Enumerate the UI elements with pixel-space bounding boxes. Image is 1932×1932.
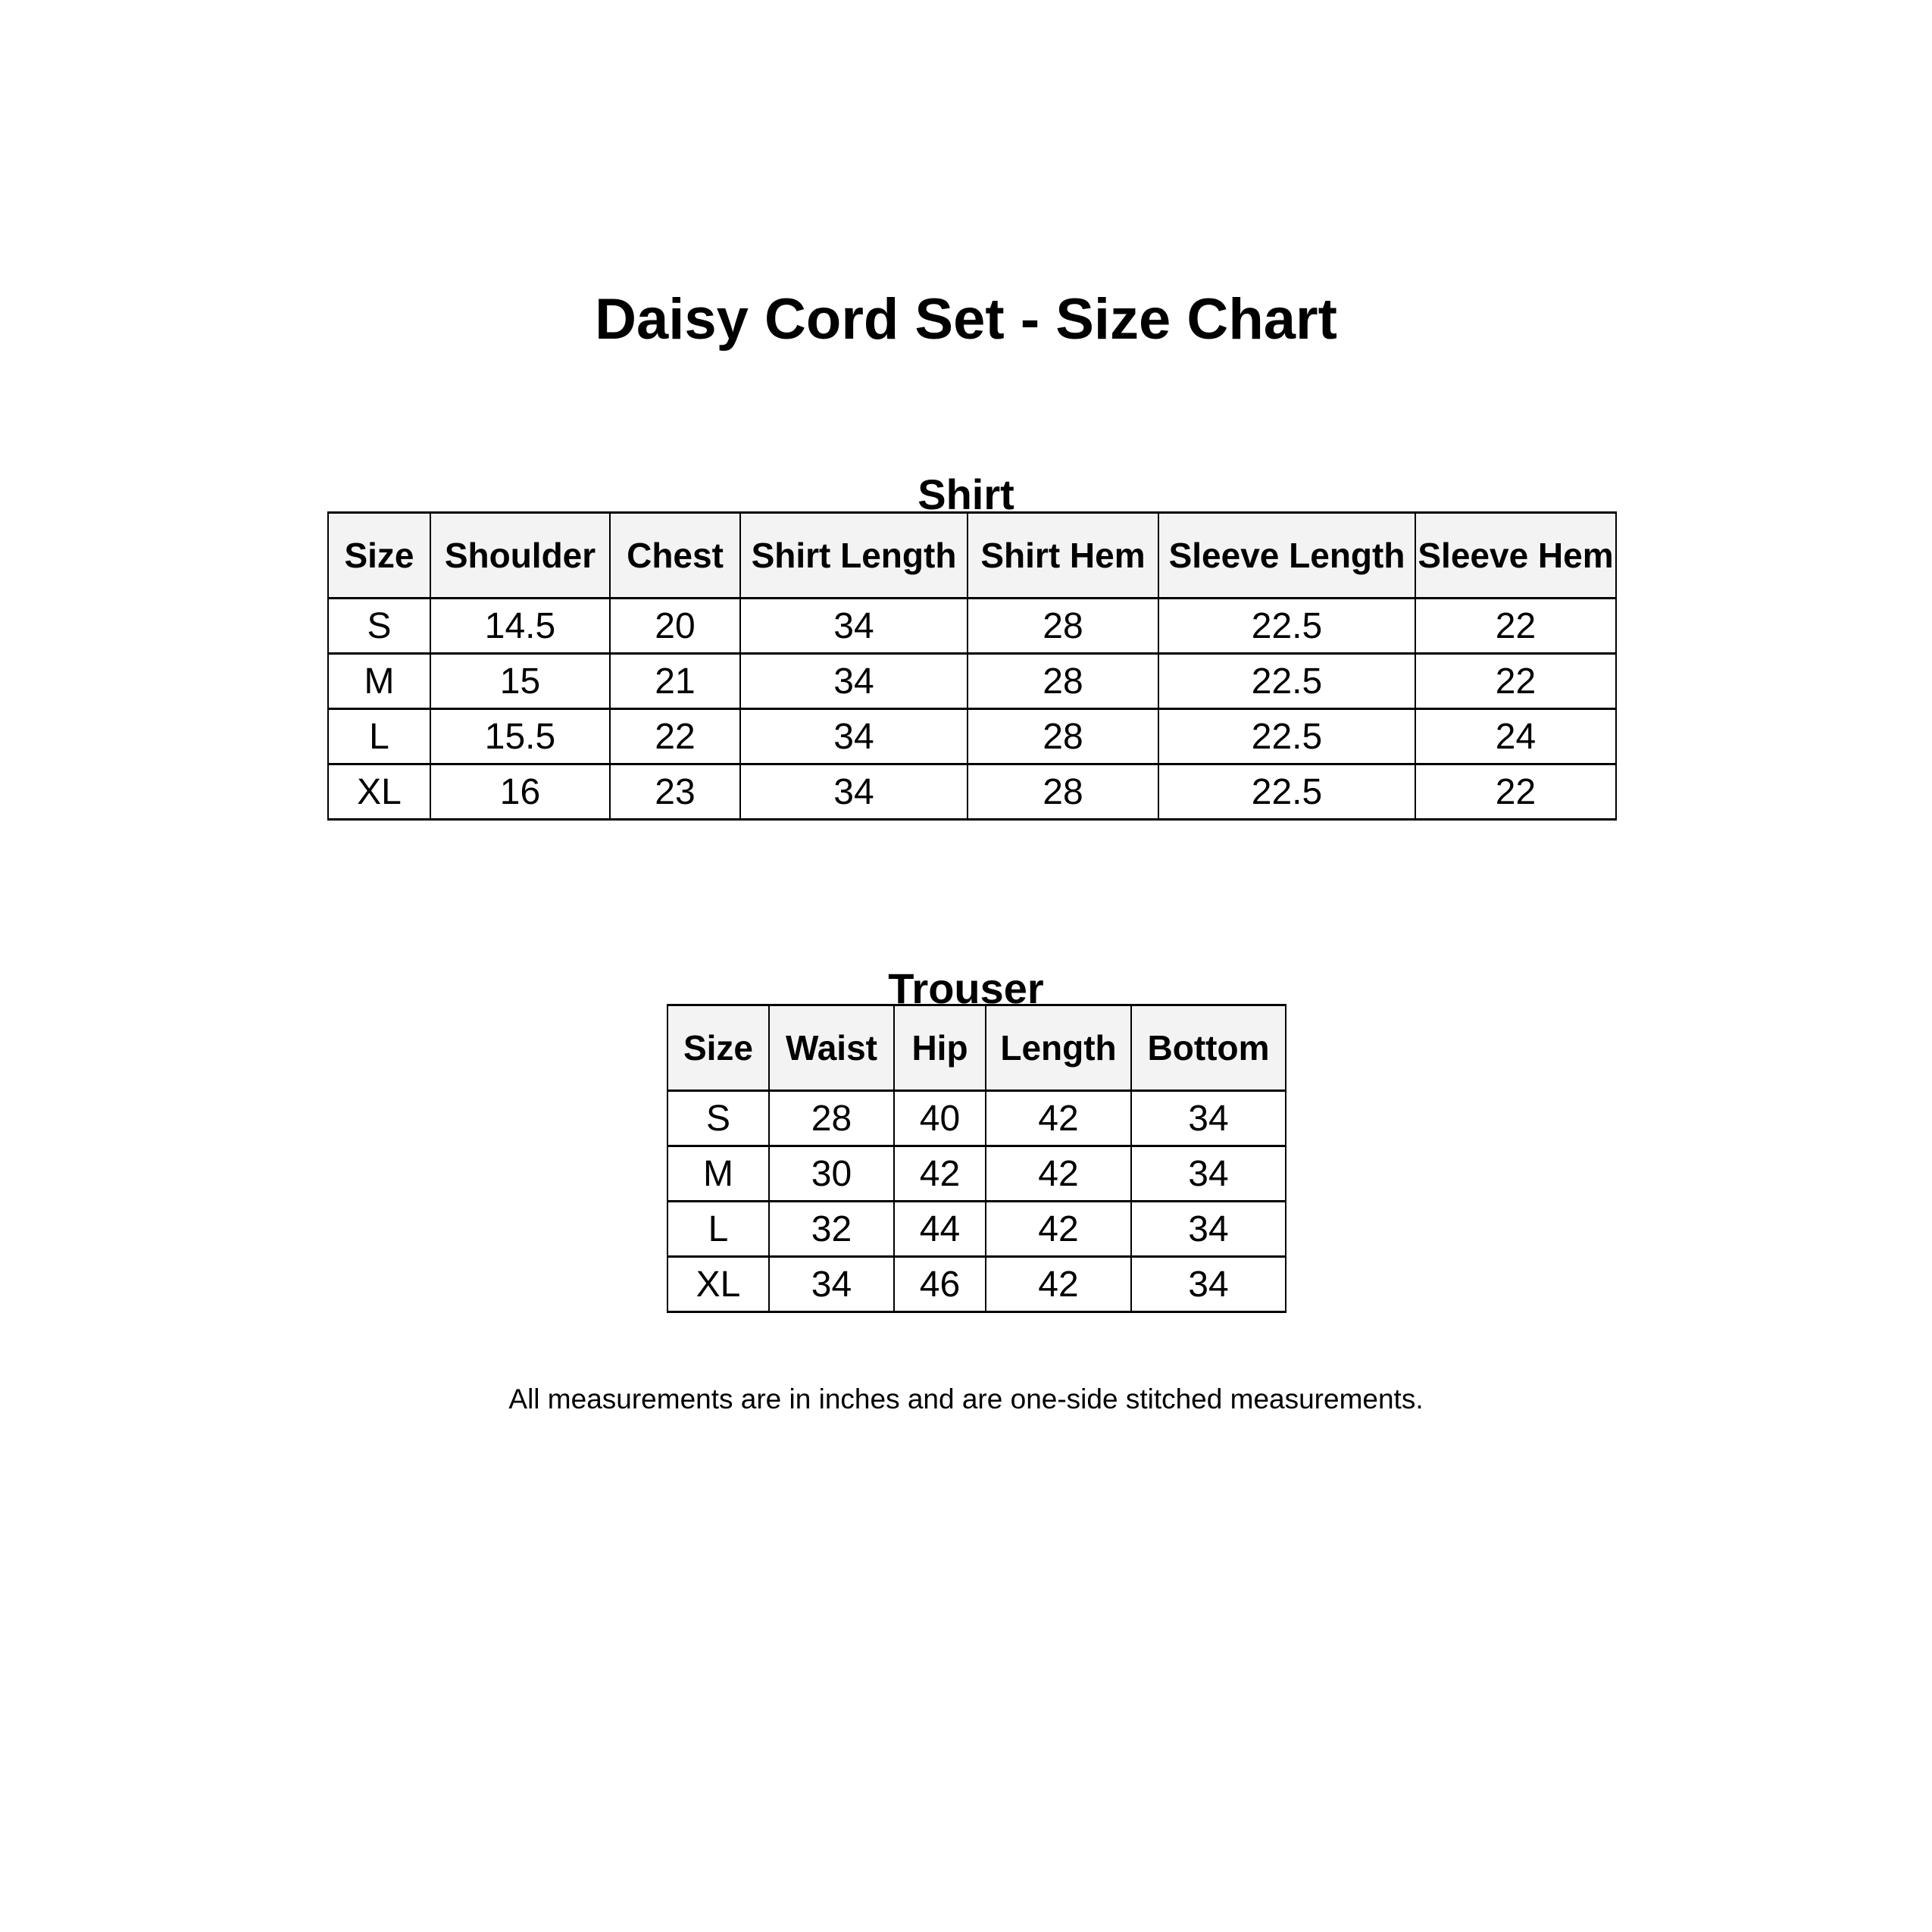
- shirt-cell: 28: [967, 708, 1159, 765]
- shirt-cell: 15.5: [430, 708, 611, 765]
- trouser-table-row: M 30 42 42 34: [667, 1145, 1286, 1202]
- trouser-cell: 34: [1130, 1200, 1286, 1258]
- trouser-cell: 34: [1130, 1255, 1286, 1313]
- shirt-cell: 22.5: [1158, 708, 1416, 765]
- trouser-cell: 28: [768, 1089, 895, 1147]
- shirt-cell: 34: [739, 597, 968, 655]
- shirt-cell: 34: [739, 763, 968, 821]
- shirt-section-heading: Shirt: [918, 470, 1014, 519]
- shirt-table-row: S 14.5 20 34 28 22.5 22: [327, 597, 1617, 655]
- trouser-cell: S: [667, 1089, 770, 1147]
- shirt-cell: 23: [609, 763, 741, 821]
- trouser-cell: 32: [768, 1200, 895, 1258]
- trouser-cell: L: [667, 1200, 770, 1258]
- trouser-table-row: L 32 44 42 34: [667, 1200, 1286, 1258]
- trouser-cell: 42: [985, 1200, 1132, 1258]
- trouser-column-header: Length: [985, 1004, 1132, 1092]
- trouser-table-row: XL 34 46 42 34: [667, 1255, 1286, 1313]
- trouser-column-header: Bottom: [1130, 1004, 1286, 1092]
- shirt-column-header: Shirt Length: [739, 511, 968, 599]
- trouser-cell: 40: [893, 1089, 986, 1147]
- shirt-column-header: Sleeve Length: [1158, 511, 1416, 599]
- shirt-cell: 14.5: [430, 597, 611, 655]
- shirt-cell: 22: [1415, 763, 1617, 821]
- trouser-cell: 44: [893, 1200, 986, 1258]
- trouser-cell: 34: [1130, 1145, 1286, 1202]
- trouser-cell: 42: [893, 1145, 986, 1202]
- shirt-table-row: M 15 21 34 28 22.5 22: [327, 652, 1617, 710]
- shirt-cell: M: [327, 652, 431, 710]
- trouser-cell: M: [667, 1145, 770, 1202]
- page-title: Daisy Cord Set - Size Chart: [595, 286, 1337, 352]
- shirt-cell: 28: [967, 597, 1159, 655]
- trouser-cell: 34: [768, 1255, 895, 1313]
- shirt-cell: 24: [1415, 708, 1617, 765]
- shirt-cell: 16: [430, 763, 611, 821]
- trouser-cell: 46: [893, 1255, 986, 1313]
- shirt-cell: 34: [739, 652, 968, 710]
- shirt-cell: 22: [1415, 652, 1617, 710]
- shirt-cell: L: [327, 708, 431, 765]
- trouser-cell: 34: [1130, 1089, 1286, 1147]
- trouser-cell: XL: [667, 1255, 770, 1313]
- shirt-cell: 22.5: [1158, 597, 1416, 655]
- trouser-size-table: Size Waist Hip Length Bottom S 28 40 42 34 M 30 42 42…: [667, 1004, 1286, 1313]
- shirt-column-header: Shirt Hem: [967, 511, 1159, 599]
- shirt-cell: 34: [739, 708, 968, 765]
- trouser-header-row: Size Waist Hip Length Bottom: [667, 1004, 1286, 1092]
- trouser-cell: 42: [985, 1255, 1132, 1313]
- trouser-cell: 30: [768, 1145, 895, 1202]
- shirt-cell: 20: [609, 597, 741, 655]
- shirt-cell: 22.5: [1158, 763, 1416, 821]
- shirt-cell: 15: [430, 652, 611, 710]
- shirt-column-header: Shoulder: [430, 511, 611, 599]
- shirt-table-row: L 15.5 22 34 28 22.5 24: [327, 708, 1617, 765]
- shirt-size-table: Size Shoulder Chest Shirt Length Shirt Hem Sl…: [327, 511, 1617, 821]
- shirt-cell: 28: [967, 763, 1159, 821]
- shirt-column-header: Sleeve Hem: [1415, 511, 1617, 599]
- shirt-cell: 21: [609, 652, 741, 710]
- shirt-column-header: Chest: [609, 511, 741, 599]
- shirt-cell: 22: [609, 708, 741, 765]
- trouser-table-row: S 28 40 42 34: [667, 1089, 1286, 1147]
- trouser-column-header: Hip: [893, 1004, 986, 1092]
- trouser-cell: 42: [985, 1089, 1132, 1147]
- trouser-cell: 42: [985, 1145, 1132, 1202]
- shirt-cell: 22: [1415, 597, 1617, 655]
- shirt-cell: 22.5: [1158, 652, 1416, 710]
- shirt-cell: XL: [327, 763, 431, 821]
- measurement-note: All measurements are in inches and are o…: [508, 1383, 1424, 1415]
- trouser-column-header: Size: [667, 1004, 770, 1092]
- shirt-column-header: Size: [327, 511, 431, 599]
- shirt-cell: S: [327, 597, 431, 655]
- shirt-table-row: XL 16 23 34 28 22.5 22: [327, 763, 1617, 821]
- shirt-cell: 28: [967, 652, 1159, 710]
- shirt-header-row: Size Shoulder Chest Shirt Length Shirt Hem Sl…: [327, 511, 1617, 599]
- trouser-column-header: Waist: [768, 1004, 895, 1092]
